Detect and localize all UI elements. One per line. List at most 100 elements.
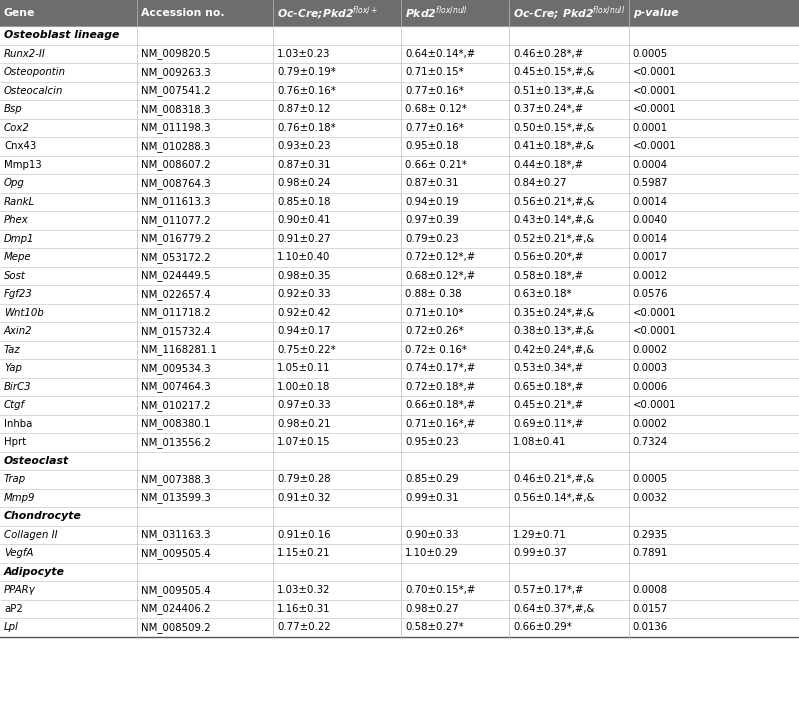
Text: 0.57±0.17*,#: 0.57±0.17*,# [513, 585, 583, 596]
Text: 0.72±0.26*: 0.72±0.26* [405, 326, 464, 337]
Text: 0.0576: 0.0576 [633, 289, 668, 299]
Text: 0.50±0.15*,#,&: 0.50±0.15*,#,& [513, 122, 594, 133]
Text: Ctgf: Ctgf [4, 401, 25, 410]
Text: 0.0032: 0.0032 [633, 493, 668, 503]
Text: 0.0008: 0.0008 [633, 585, 668, 596]
Text: 0.68± 0.12*: 0.68± 0.12* [405, 104, 467, 114]
Text: NM_011077.2: NM_011077.2 [141, 215, 211, 226]
Text: 0.85±0.29: 0.85±0.29 [405, 474, 459, 484]
Text: Mmp9: Mmp9 [4, 493, 35, 503]
Text: NM_011718.2: NM_011718.2 [141, 308, 211, 318]
Text: Osteocalcin: Osteocalcin [4, 86, 63, 96]
Text: 0.69±0.11*,#: 0.69±0.11*,# [513, 419, 583, 429]
Text: Yap: Yap [4, 363, 22, 373]
Text: 0.0014: 0.0014 [633, 234, 668, 244]
Text: Axin2: Axin2 [4, 326, 33, 337]
Bar [0, 489, 799, 507]
Text: 0.84±0.27: 0.84±0.27 [513, 178, 566, 188]
Text: 0.98±0.21: 0.98±0.21 [277, 419, 331, 429]
Text: 1.29±0.71: 1.29±0.71 [513, 529, 566, 540]
Text: 0.2935: 0.2935 [633, 529, 668, 540]
Text: 0.44±0.18*,#: 0.44±0.18*,# [513, 160, 583, 170]
Bar [0, 82, 799, 100]
Text: Osteopontin: Osteopontin [4, 68, 66, 77]
Text: 0.7324: 0.7324 [633, 437, 668, 447]
Bar [0, 415, 799, 433]
Text: 0.71±0.10*: 0.71±0.10* [405, 308, 463, 318]
Text: 1.08±0.41: 1.08±0.41 [513, 437, 566, 447]
Bar [0, 396, 799, 415]
Text: 0.38±0.13*,#,&: 0.38±0.13*,#,& [513, 326, 594, 337]
Text: BirC3: BirC3 [4, 382, 32, 391]
Text: 0.0136: 0.0136 [633, 622, 668, 632]
Text: 0.56±0.14*,#,&: 0.56±0.14*,#,& [513, 493, 594, 503]
Text: 1.10±0.29: 1.10±0.29 [405, 548, 459, 558]
Text: 0.79±0.28: 0.79±0.28 [277, 474, 331, 484]
Text: 0.90±0.41: 0.90±0.41 [277, 215, 331, 225]
Text: 0.0003: 0.0003 [633, 363, 668, 373]
Text: 0.70±0.15*,#: 0.70±0.15*,# [405, 585, 475, 596]
Text: NM_1168281.1: NM_1168281.1 [141, 344, 217, 356]
Text: 0.74±0.17*,#: 0.74±0.17*,# [405, 363, 475, 373]
Text: 1.15±0.21: 1.15±0.21 [277, 548, 331, 558]
Bar [0, 211, 799, 230]
Text: 0.92±0.42: 0.92±0.42 [277, 308, 331, 318]
Text: 1.00±0.18: 1.00±0.18 [277, 382, 331, 391]
Text: 1.16±0.31: 1.16±0.31 [277, 604, 331, 614]
Text: NM_009820.5: NM_009820.5 [141, 49, 211, 59]
Text: 1.07±0.15: 1.07±0.15 [277, 437, 331, 447]
Text: 0.0005: 0.0005 [633, 49, 668, 58]
Bar [0, 248, 799, 267]
Text: 0.65±0.18*,#: 0.65±0.18*,# [513, 382, 583, 391]
Text: 0.42±0.24*,#,&: 0.42±0.24*,#,& [513, 345, 594, 355]
Bar [0, 156, 799, 174]
Text: 0.56±0.20*,#: 0.56±0.20*,# [513, 252, 583, 263]
Text: 0.97±0.33: 0.97±0.33 [277, 401, 331, 410]
Text: NM_007541.2: NM_007541.2 [141, 85, 211, 96]
Text: Chondrocyte: Chondrocyte [4, 511, 81, 521]
Bar [0, 267, 799, 285]
Text: 0.76±0.16*: 0.76±0.16* [277, 86, 336, 96]
Text: 0.41±0.18*,#,&: 0.41±0.18*,#,& [513, 142, 594, 151]
Text: 0.46±0.21*,#,&: 0.46±0.21*,#,& [513, 474, 594, 484]
Text: Taz: Taz [4, 345, 21, 355]
Text: 0.71±0.15*: 0.71±0.15* [405, 68, 464, 77]
Text: Opg: Opg [4, 178, 25, 188]
Bar [0, 377, 799, 396]
Text: NM_011613.3: NM_011613.3 [141, 196, 211, 207]
Text: 0.99±0.37: 0.99±0.37 [513, 548, 566, 558]
Text: 0.37±0.24*,#: 0.37±0.24*,# [513, 104, 583, 114]
Text: Adipocyte: Adipocyte [4, 567, 65, 577]
Bar [0, 600, 799, 618]
Bar [0, 44, 799, 63]
Text: Sost: Sost [4, 271, 26, 281]
Text: 0.77±0.22: 0.77±0.22 [277, 622, 331, 632]
Text: Lpl: Lpl [4, 622, 19, 632]
Text: NM_013556.2: NM_013556.2 [141, 436, 211, 448]
Text: <0.0001: <0.0001 [633, 104, 677, 114]
Text: 0.75±0.22*: 0.75±0.22* [277, 345, 336, 355]
Text: NM_053172.2: NM_053172.2 [141, 252, 211, 263]
Text: 0.0001: 0.0001 [633, 122, 668, 133]
Bar [0, 341, 799, 359]
Text: 0.0012: 0.0012 [633, 271, 668, 281]
Text: 0.0002: 0.0002 [633, 345, 668, 355]
Text: 0.64±0.37*,#,&: 0.64±0.37*,#,& [513, 604, 594, 614]
Text: 1.10±0.40: 1.10±0.40 [277, 252, 331, 263]
Text: 0.0157: 0.0157 [633, 604, 668, 614]
Text: Collagen II: Collagen II [4, 529, 58, 540]
Text: Gene: Gene [4, 8, 35, 18]
Bar [0, 451, 799, 470]
Text: Mmp13: Mmp13 [4, 160, 42, 170]
Text: 0.72±0.12*,#: 0.72±0.12*,# [405, 252, 475, 263]
Text: Osteoblast lineage: Osteoblast lineage [4, 30, 119, 40]
Text: 0.97±0.39: 0.97±0.39 [405, 215, 459, 225]
Text: 0.77±0.16*: 0.77±0.16* [405, 86, 464, 96]
Text: Fgf23: Fgf23 [4, 289, 33, 299]
Text: Runx2-II: Runx2-II [4, 49, 46, 58]
Bar [0, 433, 799, 451]
Text: Mepe: Mepe [4, 252, 32, 263]
Text: PPARγ: PPARγ [4, 585, 36, 596]
Text: <0.0001: <0.0001 [633, 326, 677, 337]
Text: 0.92±0.33: 0.92±0.33 [277, 289, 331, 299]
